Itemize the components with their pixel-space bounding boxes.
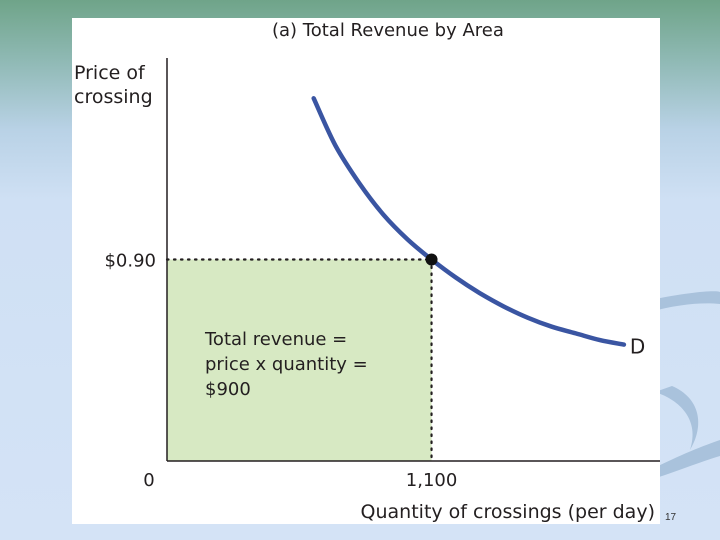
x-axis-label: Quantity of crossings (per day) [361, 501, 655, 523]
area-annotation-line-3: $900 [205, 379, 251, 400]
area-annotation-line-2: price x quantity = [205, 354, 368, 375]
y-axis-label-line-1: Price of [74, 62, 146, 84]
chart-panel: (a) Total Revenue by Area Price of cross… [72, 18, 660, 524]
slide-number: 17 [665, 512, 677, 523]
chart-title: (a) Total Revenue by Area [272, 20, 504, 41]
demand-series-label: D [630, 335, 645, 359]
y-axis-label-line-2: crossing [74, 86, 153, 108]
origin-label: 0 [143, 470, 154, 491]
total-revenue-area [167, 259, 432, 461]
total-revenue-chart: (a) Total Revenue by Area Price of cross… [74, 20, 660, 523]
area-annotation-line-1: Total revenue = [204, 329, 347, 350]
price-quantity-point [425, 253, 438, 266]
x-tick-label: 1,100 [406, 470, 458, 491]
y-tick-label: $0.90 [104, 251, 156, 272]
demand-curve [311, 96, 627, 347]
